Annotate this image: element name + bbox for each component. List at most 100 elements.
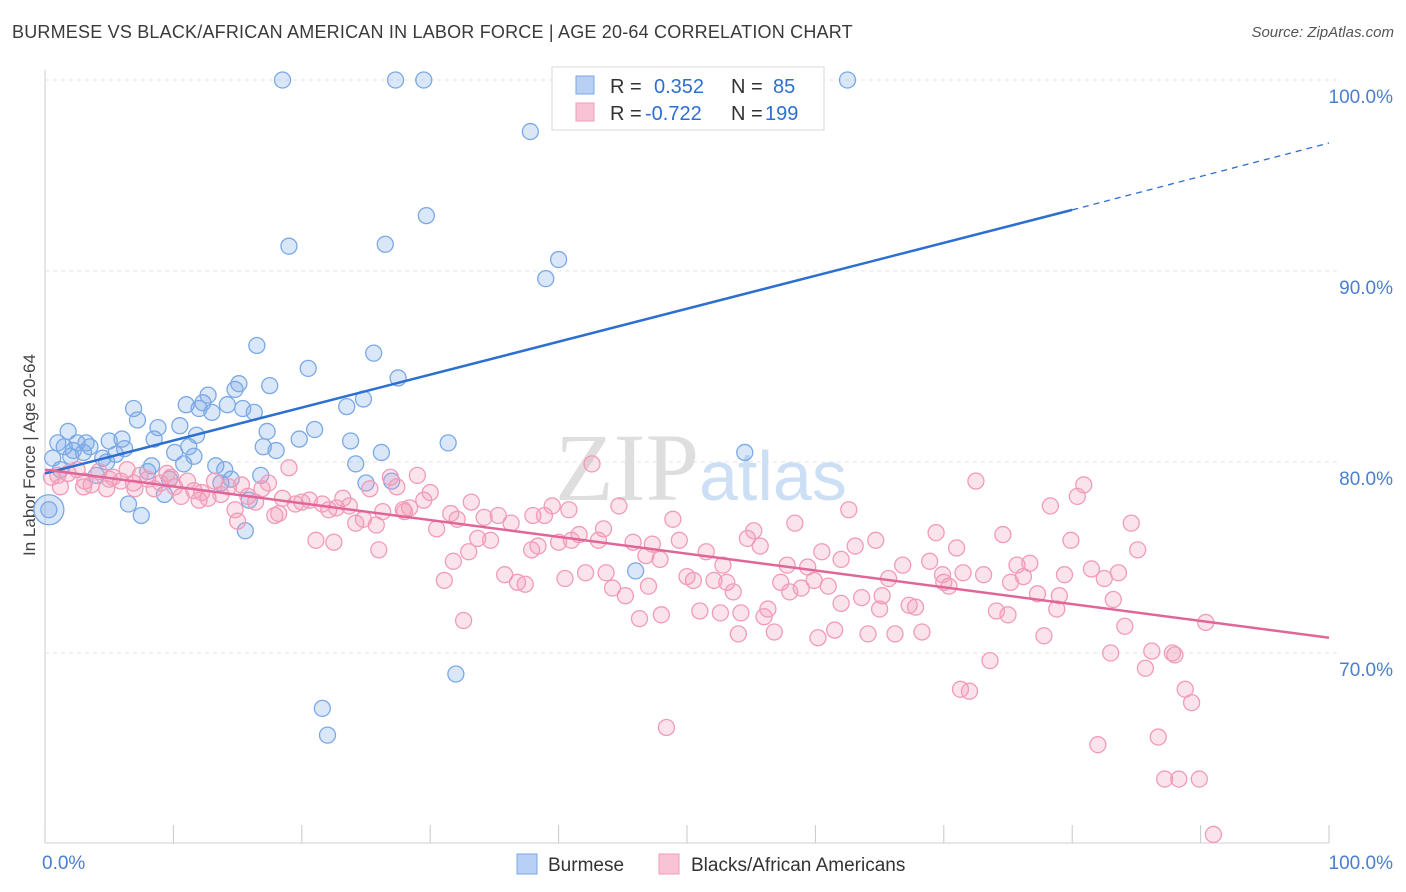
gridlines: [45, 79, 1339, 654]
black-point: [670, 531, 688, 549]
burmese-point: [447, 665, 465, 683]
burmese-point: [128, 411, 147, 429]
black-point: [652, 606, 670, 624]
bottom-legend-swatch-burmese: [516, 853, 538, 875]
burmese-point: [280, 237, 298, 255]
x-tick-labels: 0.0% 100.0%: [42, 853, 1393, 874]
black-point: [529, 537, 547, 555]
black-point: [496, 566, 514, 584]
black-point: [1166, 646, 1184, 664]
black-point: [718, 573, 736, 591]
burmese-point: [218, 396, 236, 414]
burmese-point: [341, 432, 360, 450]
black-point: [981, 651, 999, 670]
black-point: [421, 483, 439, 502]
legend-swatch-burmese: [575, 75, 595, 95]
legend-n-value-2: 199: [765, 103, 798, 125]
black-point: [270, 504, 288, 523]
y-tick-label: 100.0%: [1329, 87, 1394, 108]
watermark-atlas: atlas: [699, 437, 847, 515]
black-point: [913, 623, 931, 641]
black-point: [1143, 642, 1161, 660]
black-point: [786, 514, 804, 532]
black-point: [560, 501, 578, 519]
black-point: [819, 577, 837, 595]
chart-title: BURMESE VS BLACK/AFRICAN AMERICAN IN LAB…: [12, 22, 853, 42]
burmese-point: [216, 460, 234, 479]
bottom-legend-label-burmese: Burmese: [548, 855, 624, 876]
black-point: [954, 564, 972, 582]
black-point: [1170, 770, 1188, 788]
black-point: [454, 611, 473, 630]
black-point: [927, 524, 945, 542]
black-point: [1122, 514, 1140, 532]
black-point: [361, 480, 379, 498]
black-point: [556, 569, 574, 588]
black-point: [1190, 770, 1208, 788]
black-point: [1104, 590, 1122, 609]
black-point: [1021, 554, 1039, 572]
black-point: [732, 604, 750, 622]
black-point: [1055, 566, 1074, 584]
black-point: [684, 571, 703, 590]
burmese-point: [199, 386, 217, 404]
black-point: [947, 539, 966, 557]
bottom-legend-label-black: Blacks/African Americans: [691, 855, 905, 876]
black-point: [583, 455, 601, 473]
black-point: [576, 564, 595, 582]
black-point: [1116, 617, 1134, 635]
black-point: [765, 623, 783, 641]
burmese-point: [417, 206, 435, 225]
black-point: [639, 577, 658, 595]
y-tick-label: 70.0%: [1339, 660, 1393, 681]
black-point: [460, 543, 478, 561]
burmese-point: [313, 699, 331, 718]
y-tick-label: 80.0%: [1339, 469, 1393, 490]
burmese-point: [626, 562, 645, 580]
black-point: [840, 501, 858, 519]
burmese-point: [347, 455, 365, 473]
burmese-point: [290, 430, 308, 448]
burmese-point: [261, 376, 279, 395]
black-point: [597, 564, 615, 582]
burmese-point: [299, 359, 317, 378]
black-point: [388, 478, 406, 496]
black-point: [859, 625, 877, 643]
black-point: [867, 531, 885, 549]
black-point: [1149, 728, 1167, 746]
legend-n-label-2: N =: [731, 103, 763, 125]
black-point: [870, 600, 889, 618]
black-point: [427, 520, 446, 538]
burmese-point: [59, 422, 77, 441]
legend-r-value-2: -0.722: [645, 103, 702, 125]
black-point: [1035, 627, 1053, 645]
burmese-point: [171, 417, 189, 435]
burmese-point: [258, 422, 276, 441]
black-point: [894, 556, 912, 574]
series-legend: Burmese Blacks/African Americans: [516, 853, 905, 876]
black-point: [408, 466, 427, 485]
black-point: [651, 550, 669, 569]
burmese-point: [142, 457, 161, 475]
burmese-point: [415, 71, 433, 89]
black-point: [1129, 541, 1147, 559]
black-point: [469, 529, 487, 548]
burmese-point: [318, 726, 337, 744]
black-point: [1050, 587, 1069, 605]
black-point: [228, 512, 247, 530]
x-tick-label: 0.0%: [42, 853, 85, 874]
black-point: [481, 531, 500, 549]
burmese-point: [267, 441, 285, 460]
trend-lines: [44, 142, 1330, 639]
black-point: [994, 525, 1012, 544]
black-point: [1163, 644, 1182, 662]
burmese-point-large: [33, 494, 65, 526]
black-point: [543, 497, 561, 515]
black-point: [259, 474, 278, 492]
black-point: [906, 598, 925, 616]
black-point: [1136, 659, 1155, 677]
black-point: [489, 506, 507, 525]
black-point: [374, 503, 392, 521]
legend-n-value-1: 85: [773, 76, 795, 98]
trend-line-burmese-extension: [1072, 142, 1330, 211]
